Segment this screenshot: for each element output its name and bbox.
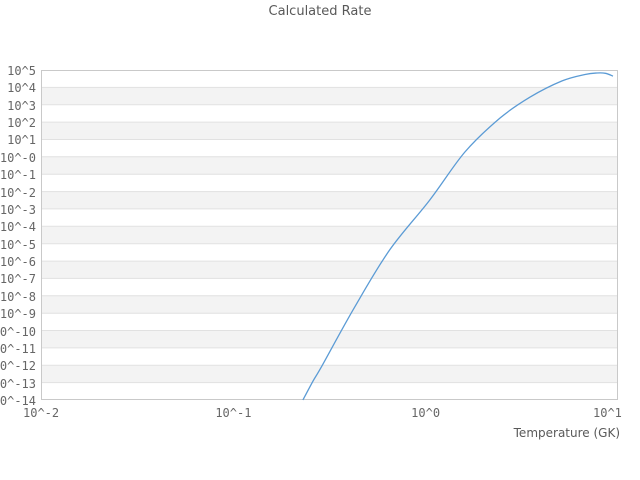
decade-band — [41, 156, 618, 175]
y-tick-label: 10^-2 — [0, 185, 36, 200]
decade-band — [41, 330, 618, 348]
y-tick-label: 10^-7 — [0, 272, 36, 287]
y-tick-label: 10^-12 — [0, 359, 36, 374]
y-tick-label: 10^-9 — [0, 307, 36, 322]
y-tick-label: 10^-11 — [0, 341, 36, 356]
y-tick-label: 10^-4 — [0, 220, 36, 235]
chart-title: Calculated Rate — [268, 4, 372, 19]
decade-band — [41, 87, 618, 105]
decade-band — [41, 261, 618, 279]
gridlines — [41, 86, 618, 384]
y-tick-label: 10^-0 — [0, 150, 36, 165]
y-tick-label: 10^-8 — [0, 289, 36, 304]
y-tick-label: 10^5 — [7, 64, 36, 78]
y-tick-label: 10^1 — [7, 133, 36, 148]
decade-band — [41, 226, 618, 244]
x-tick-label: 10^-2 — [23, 406, 60, 420]
x-tick-label: 10^0 — [411, 406, 441, 420]
x-axis-label: Temperature (GK) — [513, 426, 620, 440]
decade-band — [41, 191, 618, 209]
y-tick-label: 10^-5 — [0, 237, 36, 252]
y-tick-label: 10^4 — [7, 81, 36, 96]
y-tick-label: 10^2 — [7, 116, 36, 131]
y-tick-label: 10^-3 — [0, 202, 36, 217]
decade-band — [41, 365, 618, 383]
rate-curve-line — [302, 72, 614, 401]
decade-band — [41, 295, 618, 314]
x-tick-label: 10^1 — [593, 406, 622, 420]
plot-frame — [41, 70, 618, 400]
x-tick-label: 10^-1 — [215, 406, 252, 420]
y-tick-label: 10^3 — [7, 98, 36, 113]
decade-band — [41, 122, 618, 140]
y-tick-label: 10^-13 — [0, 376, 36, 391]
decade-bands — [41, 87, 618, 383]
y-tick-label: 10^-6 — [0, 255, 36, 270]
y-tick-label: 10^-10 — [0, 324, 36, 339]
y-tick-label: 10^-14 — [0, 394, 36, 408]
y-tick-label: 10^-1 — [0, 168, 36, 183]
